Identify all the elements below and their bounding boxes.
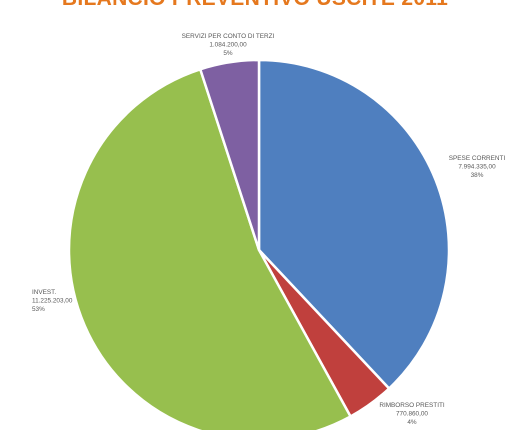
slice-label-4: SERVIZI PER CONTO DI TERZI 1.084.200,00 5% bbox=[182, 33, 275, 57]
slice-label-2: RIMBORSO PRESTITI 770.860,00 4% bbox=[379, 402, 445, 426]
slice-label-3: INVEST. 11.225.203,00 53% bbox=[32, 289, 73, 313]
pie-slice-4 bbox=[199, 58, 261, 252]
slice-label-1: SPESE CORRENTI 7.994.335,00 38% bbox=[449, 155, 506, 179]
pie-slice-1 bbox=[257, 58, 451, 390]
pie-slice-3 bbox=[67, 68, 352, 430]
chart-title: BILANCIO PREVENTIVO USCITE 2011 bbox=[0, 0, 510, 11]
